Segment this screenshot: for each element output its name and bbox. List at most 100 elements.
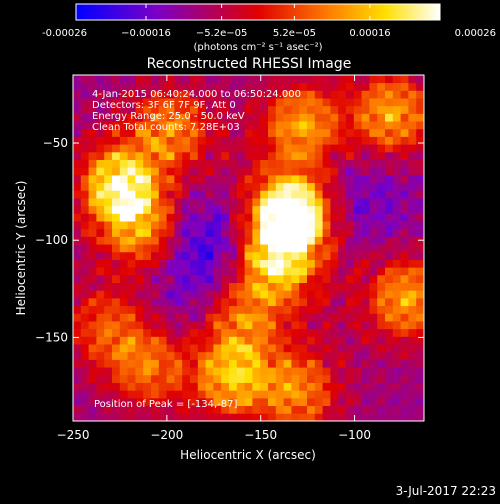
heatmap-cell [307,182,316,191]
heatmap-cell [158,397,167,407]
heatmap-cell [330,244,339,253]
heatmap-cell [330,321,339,330]
heatmap-cell [80,236,89,245]
heatmap-cell [275,151,284,160]
heatmap-cell [166,90,175,99]
heatmap-cell [182,121,191,130]
heatmap-cell [260,390,269,399]
heatmap-cell [112,244,121,253]
heatmap-cell [127,328,136,337]
heatmap-cell [353,205,362,214]
heatmap-cell [73,336,82,345]
heatmap-cell [385,182,394,191]
heatmap-cell [236,151,245,160]
heatmap-cell [197,251,206,260]
heatmap-cell [346,305,355,314]
heatmap-cell [275,267,284,276]
heatmap-cell [416,297,425,307]
heatmap-cell [166,244,175,253]
heatmap-cell [400,174,409,184]
heatmap-cell [174,236,183,245]
heatmap-cell [221,305,230,314]
heatmap-cell [166,297,175,307]
heatmap-cell [236,205,245,214]
heatmap-cell [268,374,277,383]
heatmap-cell [96,367,105,376]
heatmap-cell [392,390,401,399]
heatmap-cell [236,159,245,168]
heatmap-cell [338,190,347,199]
heatmap-cell [338,390,347,399]
heatmap-cell [104,297,113,307]
heatmap-cell [338,167,347,176]
heatmap-cell [275,167,284,176]
heatmap-cell [314,159,323,168]
heatmap-cell [213,405,222,414]
heatmap-cell [291,144,300,153]
heatmap-cell [135,105,144,114]
heatmap-cell [299,113,308,122]
heatmap-cell [275,290,284,299]
heatmap-cell [314,98,323,107]
heatmap-cell [283,105,292,114]
heatmap-cell [283,228,292,237]
heatmap-cell [260,267,269,276]
heatmap-cell [127,113,136,122]
heatmap-cell [314,128,323,137]
heatmap-cell [369,290,378,299]
heatmap-cell [385,382,394,391]
heatmap-cell [252,328,261,337]
heatmap-cell [112,82,121,91]
heatmap-cell [353,136,362,145]
heatmap-cell [252,205,261,214]
heatmap-cell [166,290,175,299]
heatmap-cell [299,274,308,283]
heatmap-cell [361,274,370,283]
heatmap-cell [244,151,253,160]
heatmap-cell [197,313,206,322]
heatmap-cell [88,98,97,107]
heatmap-cell [252,213,261,222]
heatmap-cell [166,344,175,353]
heatmap-cell [197,205,206,214]
heatmap-cell [416,382,425,391]
heatmap-cell [268,313,277,322]
heatmap-cell [369,90,378,99]
heatmap-cell [182,321,191,330]
heatmap-cell [221,90,230,99]
heatmap-cell [408,390,417,399]
heatmap-cell [322,259,331,268]
heatmap-cell [400,213,409,222]
heatmap-cell [268,205,277,214]
heatmap-cell [205,244,214,253]
heatmap-cell [221,297,230,307]
heatmap-cell [158,244,167,253]
heatmap-cell [369,113,378,122]
heatmap-cell [205,274,214,283]
heatmap-cell [135,413,144,422]
heatmap-cell [73,397,82,407]
heatmap-cell [307,328,316,337]
heatmap-cell [314,144,323,153]
heatmap-cell [338,144,347,153]
heatmap-cell [416,182,425,191]
heatmap-cell [322,213,331,222]
heatmap-cell [158,382,167,391]
heatmap-cell [135,282,144,291]
heatmap-cell [408,282,417,291]
heatmap-cell [88,367,97,376]
heatmap-cell [88,336,97,345]
heatmap-cell [174,98,183,107]
heatmap-cell [252,159,261,168]
heatmap-cell [158,198,167,207]
heatmap-cell [369,405,378,414]
heatmap-cell [174,313,183,322]
heatmap-cell [119,413,128,422]
heatmap-cell [346,82,355,91]
heatmap-cell [268,328,277,337]
heatmap-cell [260,113,269,122]
heatmap-cell [400,367,409,376]
heatmap-cell [151,136,160,145]
heatmap-cell [385,282,394,291]
heatmap-cell [119,244,128,253]
